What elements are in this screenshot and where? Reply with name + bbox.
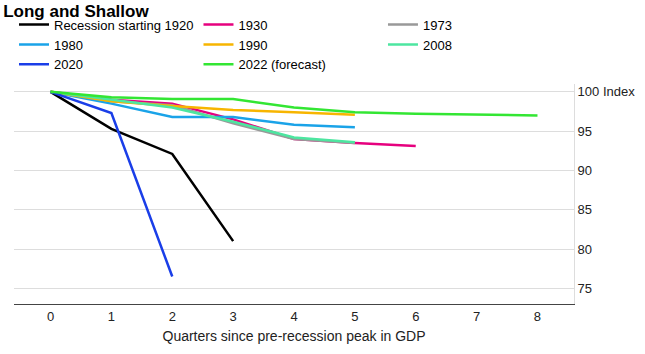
svg-text:3: 3 [230, 309, 237, 324]
svg-text:0: 0 [47, 309, 54, 324]
svg-text:2: 2 [169, 309, 176, 324]
svg-text:1980: 1980 [54, 38, 83, 53]
svg-text:75: 75 [578, 281, 592, 296]
svg-text:Quarters since pre-recession p: Quarters since pre-recession peak in GDP [163, 328, 426, 344]
svg-text:1: 1 [108, 309, 115, 324]
svg-text:6: 6 [412, 309, 419, 324]
svg-text:4: 4 [290, 309, 297, 324]
svg-text:1930: 1930 [238, 18, 267, 33]
svg-text:7: 7 [473, 309, 480, 324]
svg-text:Long and Shallow: Long and Shallow [3, 2, 149, 21]
svg-text:1990: 1990 [238, 38, 267, 53]
svg-text:8: 8 [534, 309, 541, 324]
svg-text:5: 5 [351, 309, 358, 324]
svg-text:1973: 1973 [423, 18, 452, 33]
svg-text:2020: 2020 [54, 57, 83, 72]
svg-text:80: 80 [578, 242, 592, 257]
svg-text:2022 (forecast): 2022 (forecast) [238, 57, 325, 72]
svg-text:100 Index: 100 Index [578, 84, 636, 99]
svg-text:90: 90 [578, 163, 592, 178]
svg-text:95: 95 [578, 124, 592, 139]
svg-text:85: 85 [578, 202, 592, 217]
svg-text:2008: 2008 [423, 38, 452, 53]
svg-text:Recession starting 1920: Recession starting 1920 [54, 18, 193, 33]
